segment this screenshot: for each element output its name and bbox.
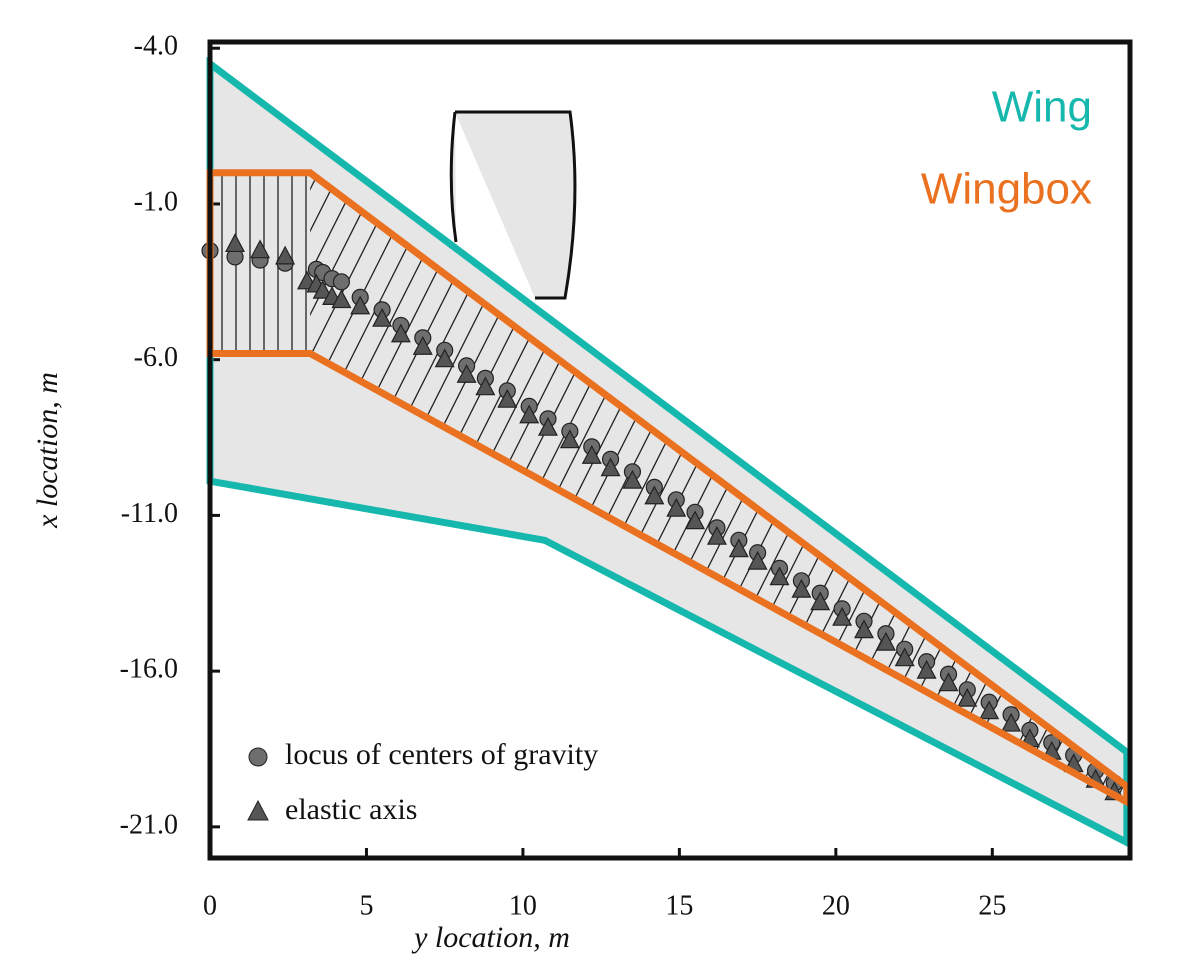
ea-point — [854, 619, 875, 639]
ea-point — [225, 233, 246, 253]
plot-frame — [207, 39, 1133, 861]
ea-point — [769, 566, 790, 586]
ea-point — [979, 700, 1000, 720]
ea-point — [644, 485, 665, 505]
ea-point — [275, 245, 296, 265]
ea-point — [957, 687, 978, 707]
ea-point — [390, 323, 411, 343]
ea-point — [372, 307, 393, 327]
ea-point — [456, 363, 477, 383]
y-tick-label: -1.0 — [134, 186, 178, 217]
ea-point — [497, 388, 518, 408]
ea-point — [559, 429, 580, 449]
hatch-line — [1107, 172, 1127, 802]
x-tick-label: 0 — [203, 890, 217, 921]
ea-point — [1001, 712, 1022, 732]
ea-point — [728, 538, 749, 558]
ea-point — [810, 591, 831, 611]
legend-label: Wingbox — [921, 165, 1092, 214]
ea-point — [706, 525, 727, 545]
ea-point — [519, 404, 540, 424]
y-axis-label: x location, m — [31, 372, 64, 529]
ea-point — [916, 659, 937, 679]
ea-point — [581, 444, 602, 464]
ea-point — [832, 606, 853, 626]
legend-label: elastic axis — [285, 793, 417, 826]
main-layer: 0 5 10 15 20 25 -4.0 -1.0 -6.0 -11.0 -16.0 -21.0 loc… — [120, 31, 1133, 921]
ea-point — [537, 416, 558, 436]
x-tick-label: 25 — [978, 890, 1006, 921]
ea-point — [600, 457, 621, 477]
x-tick-label: 20 — [822, 890, 850, 921]
ea-point — [666, 497, 687, 517]
cg-point — [332, 273, 351, 291]
ea-point — [938, 672, 959, 692]
legend-label: Wing — [992, 83, 1092, 132]
ea-point — [475, 376, 496, 396]
ea-point — [685, 510, 706, 530]
ea-point — [434, 348, 455, 368]
ea-point — [250, 239, 271, 259]
legend-marker — [247, 799, 269, 821]
x-tick-label: 5 — [359, 890, 373, 921]
y-tick-label: -4.0 — [134, 31, 178, 62]
y-tick-label: -11.0 — [121, 498, 178, 529]
ea-point — [312, 279, 333, 299]
x-tick-label: 10 — [509, 890, 537, 921]
ea-point — [747, 550, 768, 570]
ea-point — [350, 295, 371, 315]
legend-label: locus of centers of gravity — [285, 738, 598, 771]
y-tick-label: -16.0 — [120, 654, 178, 685]
x-tick-label: 15 — [665, 890, 693, 921]
x-axis-label: y location, m — [411, 921, 570, 954]
y-tick-label: -6.0 — [134, 342, 178, 373]
hatch-line — [1129, 42, 1178, 858]
ea-point — [875, 631, 896, 651]
ea-point — [622, 469, 643, 489]
engine-nacelle — [449, 110, 577, 300]
legend-marker — [248, 747, 268, 767]
ea-point — [894, 647, 915, 667]
ea-point — [331, 289, 352, 309]
ea-point — [412, 335, 433, 355]
y-tick-label: -21.0 — [120, 809, 178, 840]
ea-point — [791, 578, 812, 598]
